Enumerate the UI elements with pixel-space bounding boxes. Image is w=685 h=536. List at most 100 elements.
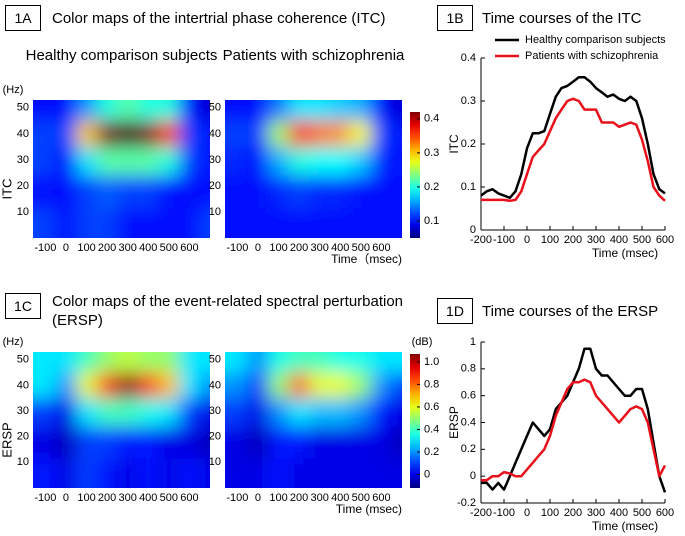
heatmap-cell xyxy=(391,372,402,399)
heatmap-cell xyxy=(371,175,392,209)
heatmap-cell xyxy=(247,175,269,209)
x-tick-label: 500 xyxy=(633,507,651,519)
y-tick-label: 20 xyxy=(17,180,29,192)
heatmap-cell xyxy=(371,120,392,147)
heatmap-cell xyxy=(199,398,210,427)
colorbar xyxy=(410,112,420,238)
y-tick-label: 50 xyxy=(209,102,221,114)
x-tick-label: 600 xyxy=(180,492,198,504)
heatmap-cell xyxy=(371,458,392,488)
heatmap-cell xyxy=(350,146,372,176)
y-tick-label: 0.6 xyxy=(461,390,476,402)
colorbar-tick-label: 0.6 xyxy=(424,401,439,413)
y-tick-label: 50 xyxy=(17,102,29,114)
heatmap-cell xyxy=(33,426,56,459)
heatmap-cell xyxy=(309,146,330,176)
heatmap-cell xyxy=(309,120,330,147)
heatmap-cell xyxy=(33,398,56,427)
heatmap-cell xyxy=(55,372,77,399)
heatmap-cell xyxy=(391,120,402,147)
x-tick-label: 400 xyxy=(331,242,349,254)
heatmap-cell xyxy=(268,372,289,399)
y-tick-label: 20 xyxy=(209,431,221,443)
x-tick-label: -100 xyxy=(226,492,248,504)
legend-label: Healthy comparison subjects xyxy=(525,34,666,46)
panel-label: 1B xyxy=(437,5,473,31)
heatmap-cell xyxy=(391,175,402,209)
heatmap-cell xyxy=(391,426,402,459)
heatmap-cell xyxy=(288,120,310,147)
heatmap-cell xyxy=(33,372,56,399)
heatmap-cell xyxy=(55,175,77,209)
column-title: Patients with schizophrenia xyxy=(222,47,405,64)
heatmap-cell xyxy=(76,352,97,373)
heatmap-cell xyxy=(199,426,210,459)
heatmap-cell xyxy=(137,175,159,209)
heatmap-cell xyxy=(137,208,159,238)
heatmap-cell xyxy=(247,372,269,399)
y-tick-label: 0.1 xyxy=(461,181,476,193)
heatmap-cell xyxy=(371,146,392,176)
heatmap-cell xyxy=(288,146,310,176)
heatmap-cell xyxy=(247,352,269,373)
heatmap-cell xyxy=(96,146,118,176)
x-tick-label: 500 xyxy=(633,234,651,246)
x-tick-label: 0 xyxy=(524,507,530,519)
x-tick-label: 600 xyxy=(656,507,674,519)
heatmap-cell xyxy=(268,398,289,427)
heatmap-cell xyxy=(199,208,210,238)
heatmap-cell xyxy=(137,426,159,459)
heatmap-cell xyxy=(158,398,180,427)
heatmap-cell xyxy=(309,100,330,121)
heatmap-cell xyxy=(199,458,210,488)
panel-title: Time courses of the ERSP xyxy=(482,303,659,320)
heatmap-cell xyxy=(179,100,200,121)
heatmap-cell xyxy=(158,100,180,121)
x-tick-label: 300 xyxy=(118,242,136,254)
colorbar-tick-label: 0.3 xyxy=(424,147,439,159)
heatmap-cell xyxy=(199,120,210,147)
colorbar-tick-label: 0.2 xyxy=(424,181,439,193)
heatmap-cell xyxy=(350,426,372,459)
heatmap-cell xyxy=(158,175,180,209)
heatmap-cell xyxy=(55,458,77,488)
heatmap-cell xyxy=(268,100,289,121)
heatmap-cell xyxy=(225,120,248,147)
colorbar-tick-label: 0 xyxy=(424,468,430,480)
x-tick-label: 400 xyxy=(610,234,628,246)
heatmap-cell xyxy=(158,352,180,373)
panel-title: Color maps of the event-related spectral… xyxy=(52,293,404,329)
x-tick-label: 100 xyxy=(77,492,95,504)
heatmap-cell xyxy=(137,146,159,176)
x-tick-label: 300 xyxy=(310,492,328,504)
y-axis-label: ERSP xyxy=(447,406,461,439)
heatmap-cell xyxy=(158,426,180,459)
x-axis-label: Time (msec) xyxy=(592,246,658,260)
heatmap-cell xyxy=(96,426,118,459)
heatmap-cell xyxy=(117,120,138,147)
colorbar-tick-label: 0.4 xyxy=(424,423,439,435)
heatmap-cell xyxy=(329,175,351,209)
y-tick-label: 20 xyxy=(17,431,29,443)
heatmap-cell xyxy=(179,175,200,209)
y-tick-label: 0.4 xyxy=(461,52,476,64)
colorbar-tick-label: 1.0 xyxy=(424,356,439,368)
x-tick-label: -100 xyxy=(34,492,56,504)
heatmap-cell xyxy=(137,372,159,399)
x-tick-label: 0 xyxy=(255,242,261,254)
heatmap-cell xyxy=(309,208,330,238)
heatmap-cell xyxy=(288,175,310,209)
heatmap-cell xyxy=(371,426,392,459)
heatmap-cell xyxy=(247,208,269,238)
heatmap-cell xyxy=(199,372,210,399)
heatmap-cell xyxy=(33,146,56,176)
heatmap-cell xyxy=(247,426,269,459)
x-tick-label: 300 xyxy=(587,507,605,519)
x-tick-label: 300 xyxy=(118,492,136,504)
heatmap-cell xyxy=(117,458,138,488)
heatmap-cell xyxy=(33,175,56,209)
heatmap-cell xyxy=(55,352,77,373)
heatmap-cell xyxy=(309,175,330,209)
heatmap-cell xyxy=(268,426,289,459)
